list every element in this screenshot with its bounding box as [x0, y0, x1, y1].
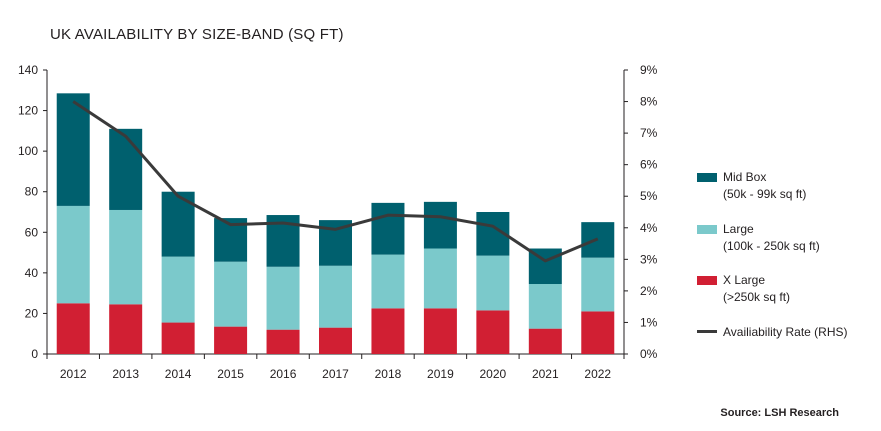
bar-large — [161, 256, 195, 323]
y-right-tick-label: 4% — [640, 221, 658, 235]
x-tick-label: 2016 — [270, 367, 297, 381]
bar-large — [371, 254, 405, 309]
bar-x-large — [109, 304, 143, 354]
y-left-tick-label: 80 — [25, 185, 39, 199]
source-note: Source: LSH Research — [720, 407, 839, 419]
bar-x-large — [56, 303, 90, 354]
x-tick-label: 2015 — [217, 367, 244, 381]
y-left-tick-label: 120 — [18, 104, 38, 118]
y-right-tick-label: 6% — [640, 158, 658, 172]
chart-axes: 0 20 40 60 80 100 120 140 0% 1% 2% 3% 4% 5% 6% 7% 8% 9% 20… — [18, 63, 658, 381]
bar-large — [319, 265, 352, 328]
bar-mid-box — [109, 128, 143, 210]
y-right-tick-label: 8% — [640, 95, 658, 109]
bar-x-large — [528, 328, 562, 354]
x-tick-label: 2017 — [322, 367, 349, 381]
bar-x-large — [214, 326, 248, 354]
bar-x-large — [266, 329, 300, 354]
x-tick-label: 2014 — [165, 367, 192, 381]
legend-swatch — [697, 173, 717, 182]
y-left-tick-label: 60 — [25, 225, 39, 239]
y-right-tick-label: 2% — [640, 284, 658, 298]
x-tick-label: 2021 — [532, 367, 559, 381]
legend-label: X Large (>250k sq ft) — [723, 273, 791, 304]
y-left-tick-label: 0 — [31, 347, 38, 361]
bar-large — [214, 261, 248, 327]
bar-large — [56, 205, 90, 304]
y-right-tick-label: 3% — [640, 252, 658, 266]
y-right-tick-label: 9% — [640, 63, 658, 77]
y-right-tick-label: 1% — [640, 315, 658, 329]
y-left-tick-label: 40 — [25, 266, 39, 280]
bar-large — [528, 284, 562, 329]
bar-x-large — [161, 322, 195, 354]
legend-label: Large (100k - 250k sq ft) — [723, 222, 820, 253]
chart-title: UK AVAILABILITY BY SIZE-BAND (SQ FT) — [50, 26, 344, 43]
availability-line — [72, 100, 599, 263]
legend-line-swatch — [697, 330, 717, 333]
x-tick-label: 2020 — [480, 367, 507, 381]
bar-large — [109, 209, 143, 305]
bar-x-large — [476, 310, 510, 354]
y-left-tick-label: 20 — [25, 306, 39, 320]
bar-x-large — [319, 327, 352, 354]
bar-mid-box — [423, 201, 457, 249]
legend-swatch — [697, 276, 717, 285]
x-tick-label: 2018 — [375, 367, 402, 381]
chart-bars — [56, 93, 615, 354]
y-left-tick-label: 100 — [18, 144, 38, 158]
bar-x-large — [423, 308, 457, 354]
x-tick-label: 2022 — [584, 367, 611, 381]
bar-x-large — [371, 308, 405, 354]
bar-mid-box — [371, 202, 405, 255]
y-right-tick-label: 7% — [640, 126, 658, 140]
y-right-tick-label: 0% — [640, 347, 658, 361]
bar-mid-box — [56, 93, 90, 206]
bar-x-large — [581, 311, 615, 354]
y-left-tick-label: 140 — [18, 63, 38, 77]
bar-large — [423, 248, 457, 309]
x-tick-label: 2012 — [60, 367, 87, 381]
bar-large — [476, 255, 510, 311]
x-tick-label: 2013 — [112, 367, 139, 381]
y-right-tick-label: 5% — [640, 189, 658, 203]
bar-large — [266, 266, 300, 330]
bar-large — [581, 257, 615, 312]
legend-label: Availiability Rate (RHS) — [723, 325, 848, 339]
legend-swatch — [697, 225, 717, 234]
legend-label: Mid Box (50k - 99k sq ft) — [723, 170, 807, 201]
x-tick-label: 2019 — [427, 367, 454, 381]
